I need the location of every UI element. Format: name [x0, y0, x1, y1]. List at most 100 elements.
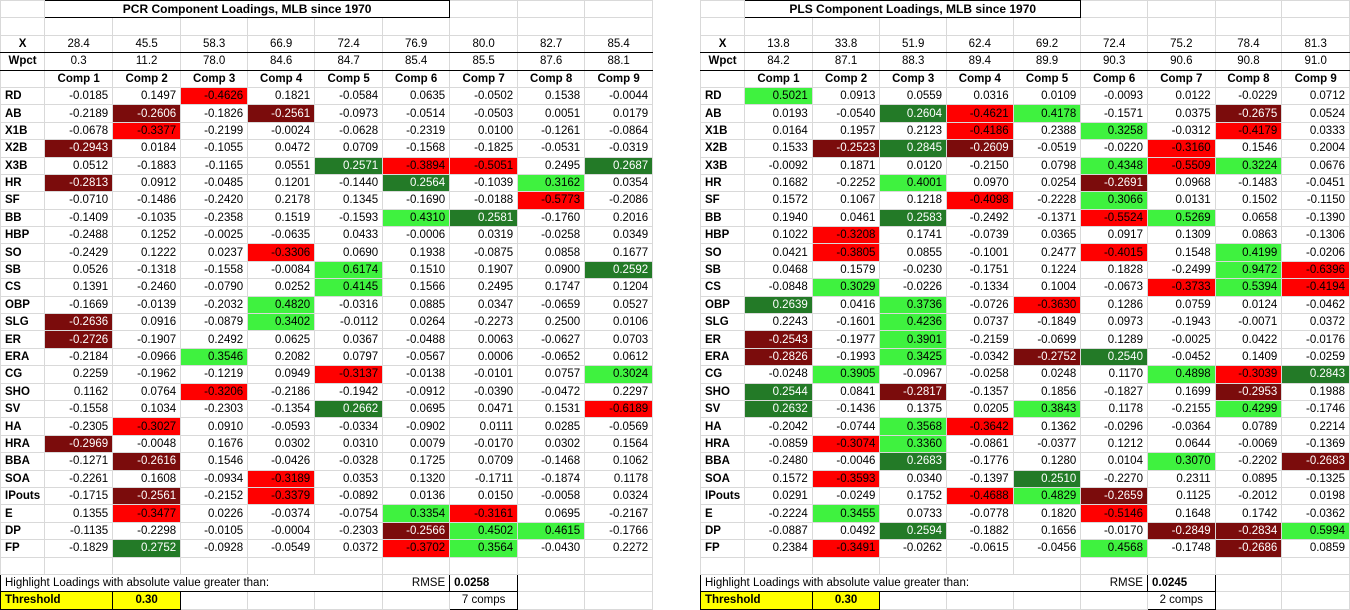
loading-cell[interactable]: 0.1519 [247, 208, 316, 228]
loading-cell[interactable]: -0.0058 [517, 486, 586, 506]
loading-cell[interactable]: -0.0848 [744, 278, 813, 297]
cell[interactable] [744, 556, 813, 575]
loading-cell[interactable]: 0.1548 [1146, 243, 1216, 262]
cell[interactable] [584, 591, 654, 610]
loading-cell[interactable]: -0.0584 [314, 86, 384, 106]
loading-cell[interactable]: -0.2358 [180, 208, 249, 228]
loading-cell[interactable]: -0.2969 [44, 434, 114, 454]
cell[interactable] [1146, 0, 1216, 19]
loading-cell[interactable]: 0.3546 [180, 347, 249, 367]
loading-cell[interactable]: -0.0249 [811, 486, 881, 506]
loading-cell[interactable]: -0.0887 [744, 521, 813, 541]
variable-label[interactable]: SLG [0, 313, 46, 332]
loading-cell[interactable]: -0.1440 [314, 173, 384, 193]
loading-cell[interactable]: -0.2303 [314, 521, 384, 541]
variable-label[interactable]: BB [699, 208, 746, 228]
loading-cell[interactable]: -0.0778 [946, 504, 1014, 523]
wpct-value[interactable]: 0.3 [44, 52, 114, 71]
loading-cell[interactable]: 0.0319 [449, 226, 519, 245]
loading-cell[interactable]: -0.0258 [946, 365, 1014, 384]
loading-cell[interactable]: -0.1261 [517, 121, 586, 141]
x-value[interactable]: 85.4 [584, 34, 654, 54]
loading-cell[interactable]: 0.0349 [584, 226, 654, 245]
loading-cell[interactable]: 0.2259 [44, 365, 114, 384]
loading-cell[interactable]: 0.1747 [517, 278, 586, 297]
cell[interactable] [0, 0, 46, 19]
loading-cell[interactable]: 0.0375 [1146, 104, 1216, 123]
loading-cell[interactable]: 0.3070 [1146, 452, 1216, 471]
loading-cell[interactable]: -0.1165 [180, 156, 249, 175]
loading-cell[interactable]: 0.1022 [744, 226, 813, 245]
loading-cell[interactable]: 0.0797 [314, 347, 384, 367]
loading-cell[interactable]: 0.0111 [449, 417, 519, 436]
pcr-title[interactable]: PCR Component Loadings, MLB since 1970 [44, 0, 451, 19]
loading-cell[interactable]: 0.1725 [382, 452, 451, 471]
loading-cell[interactable]: -0.0362 [1281, 504, 1350, 523]
loading-cell[interactable]: -0.3160 [1146, 139, 1216, 158]
cell[interactable] [1281, 573, 1350, 593]
loading-cell[interactable]: 0.5021 [744, 86, 813, 106]
wpct-value[interactable]: 91.0 [1281, 52, 1350, 71]
loading-cell[interactable]: 0.2662 [314, 399, 384, 419]
loading-cell[interactable]: -0.0744 [811, 417, 881, 436]
loading-cell[interactable]: 0.1510 [382, 260, 451, 280]
cell[interactable] [382, 591, 451, 610]
loading-cell[interactable]: -0.1993 [811, 347, 881, 367]
loading-cell[interactable]: 0.4820 [247, 295, 316, 315]
loading-cell[interactable]: 0.5269 [1146, 208, 1216, 228]
loading-cell[interactable]: -0.1039 [449, 173, 519, 193]
cell[interactable] [314, 17, 384, 36]
loading-cell[interactable]: -0.0296 [1080, 417, 1148, 436]
loading-cell[interactable]: -0.0593 [247, 417, 316, 436]
loading-cell[interactable]: -0.1962 [112, 365, 182, 384]
loading-cell[interactable]: -0.2566 [382, 521, 451, 541]
loading-cell[interactable]: -0.0426 [247, 452, 316, 471]
loading-cell[interactable]: -0.0101 [449, 365, 519, 384]
loading-cell[interactable]: -0.3206 [180, 382, 249, 401]
loading-cell[interactable]: -0.2561 [112, 486, 182, 506]
variable-label[interactable]: BBA [699, 452, 746, 471]
loading-cell[interactable]: 0.0372 [314, 539, 384, 558]
loading-cell[interactable]: 0.2632 [744, 399, 813, 419]
loading-cell[interactable]: 0.0949 [247, 365, 316, 384]
loading-cell[interactable]: -0.1601 [811, 313, 881, 332]
rmse-label[interactable]: RMSE [1080, 573, 1148, 593]
wpct-value[interactable]: 89.9 [1012, 52, 1082, 71]
loading-cell[interactable]: -0.2683 [1281, 452, 1350, 471]
loading-cell[interactable]: -0.0048 [112, 434, 182, 454]
loading-cell[interactable]: -0.4194 [1281, 278, 1350, 297]
variable-label[interactable]: OBP [699, 295, 746, 315]
cell[interactable] [946, 17, 1014, 36]
loading-cell[interactable]: -0.2429 [44, 243, 114, 262]
loading-cell[interactable]: -0.3630 [1012, 295, 1082, 315]
cell[interactable] [382, 556, 451, 575]
comps-note[interactable]: 2 comps [1146, 591, 1216, 610]
loading-cell[interactable]: 0.3843 [1012, 399, 1082, 419]
loading-cell[interactable]: -0.1829 [44, 539, 114, 558]
cell[interactable] [584, 0, 654, 19]
loading-cell[interactable]: -0.3702 [382, 539, 451, 558]
x-label[interactable]: X [0, 34, 46, 54]
loading-cell[interactable]: -0.0892 [314, 486, 384, 506]
loading-cell[interactable]: -0.0864 [584, 121, 654, 141]
wpct-value[interactable]: 84.6 [247, 52, 316, 71]
loading-cell[interactable]: -0.1357 [946, 382, 1014, 401]
loading-cell[interactable]: 0.1546 [1214, 139, 1283, 158]
loading-cell[interactable]: 0.0895 [1214, 469, 1283, 488]
wpct-value[interactable]: 85.4 [382, 52, 451, 71]
loading-cell[interactable]: 0.1856 [1012, 382, 1082, 401]
variable-label[interactable]: ERA [0, 347, 46, 367]
loading-cell[interactable]: 0.0709 [314, 139, 384, 158]
loading-cell[interactable]: -0.2675 [1214, 104, 1283, 123]
loading-cell[interactable]: -0.2849 [1146, 521, 1216, 541]
wpct-value[interactable]: 87.6 [517, 52, 586, 71]
loading-cell[interactable]: 0.0625 [247, 330, 316, 349]
cell[interactable] [946, 556, 1014, 575]
loading-cell[interactable]: -0.1371 [1012, 208, 1082, 228]
loading-cell[interactable]: -0.3491 [811, 539, 881, 558]
variable-label[interactable]: RD [0, 86, 46, 106]
loading-cell[interactable]: -0.1776 [946, 452, 1014, 471]
loading-cell[interactable]: 0.0106 [584, 313, 654, 332]
variable-label[interactable]: RD [699, 86, 746, 106]
loading-cell[interactable]: -0.0220 [1080, 139, 1148, 158]
